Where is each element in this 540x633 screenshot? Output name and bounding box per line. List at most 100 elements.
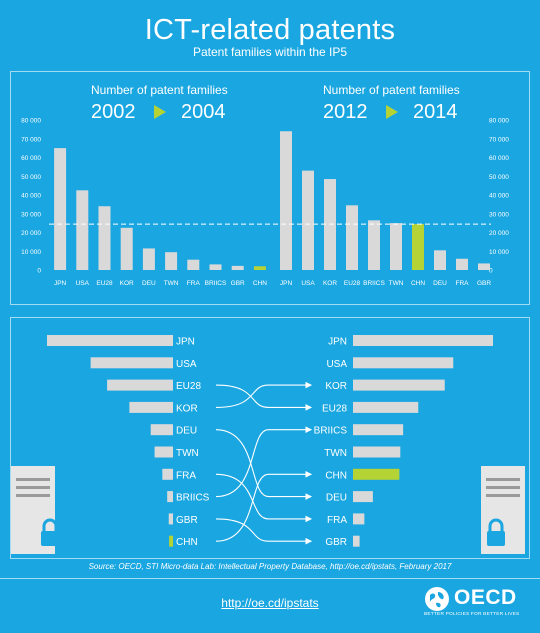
rank-label-right: JPN bbox=[328, 337, 347, 348]
rank-bar-right-chn bbox=[353, 468, 400, 480]
bar-twn bbox=[165, 252, 178, 270]
x-tick-label: FRA bbox=[456, 280, 470, 287]
rank-bar-left-gbr bbox=[168, 513, 173, 525]
ranking-chart: JPN USA EU28 KOR DEU TWN FRA BRIICS GBR CHN JPN USA… bbox=[11, 335, 525, 554]
x-tick-label: EU28 bbox=[344, 280, 361, 287]
rank-bar-left-deu bbox=[150, 424, 173, 436]
x-tick-label: JPN bbox=[280, 280, 293, 287]
padlock-shackle bbox=[42, 518, 58, 532]
rank-bar-left-jpn bbox=[47, 335, 173, 346]
y-tick-label: 0 bbox=[489, 268, 493, 275]
x-tick-label: FRA bbox=[187, 280, 201, 287]
rank-label-right: GBR bbox=[325, 537, 347, 548]
rank-label-right: EU28 bbox=[322, 403, 347, 414]
rank-change-arrow bbox=[215, 426, 313, 498]
x-tick-label: DEU bbox=[142, 280, 156, 287]
bar-deu bbox=[142, 248, 155, 270]
x-tick-label: USA bbox=[76, 280, 90, 287]
x-tick-label: JPN bbox=[54, 280, 67, 287]
y-tick-label: 0 bbox=[37, 268, 41, 275]
rank-bar-right-gbr bbox=[353, 535, 360, 547]
x-tick-label: CHN bbox=[411, 280, 425, 287]
ranking-panel: JPN USA EU28 KOR DEU TWN FRA BRIICS GBR CHN JPN USA… bbox=[10, 317, 530, 559]
rank-bar-right-kor bbox=[353, 379, 445, 391]
triangle-right-icon bbox=[154, 105, 166, 119]
x-tick-label: GBR bbox=[231, 280, 245, 287]
ipstats-link[interactable]: http://oe.cd/ipstats bbox=[221, 596, 319, 610]
document-line bbox=[16, 494, 50, 497]
bar-briics bbox=[209, 264, 222, 270]
y-tick-label: 40 000 bbox=[21, 193, 41, 200]
rank-bar-right-usa bbox=[353, 357, 454, 369]
rank-label-left: KOR bbox=[176, 403, 198, 414]
source-note: Source: OECD, STI Micro-data Lab: Intell… bbox=[88, 562, 452, 571]
padlock-body bbox=[487, 531, 505, 546]
y-tick-label: 80 000 bbox=[489, 118, 509, 125]
oecd-wordmark: OECD bbox=[454, 586, 517, 609]
rank-bar-right-fra bbox=[353, 513, 365, 525]
y-tick-label: 60 000 bbox=[489, 155, 509, 162]
document-line bbox=[486, 486, 520, 489]
rank-bar-right-twn bbox=[353, 446, 401, 458]
oecd-logo[interactable]: OECD BETTER POLICIES FOR BETTER LIVES bbox=[424, 584, 534, 626]
padlock-shackle bbox=[488, 518, 504, 532]
y-tick-label: 10 000 bbox=[489, 249, 509, 256]
rank-label-left: BRIICS bbox=[176, 493, 210, 504]
x-tick-label: KOR bbox=[323, 280, 337, 287]
bar-charts: Number of patent families 2002 2004 0 10 000… bbox=[21, 83, 509, 287]
bar-kor bbox=[120, 227, 133, 270]
padlock-icon bbox=[487, 518, 505, 546]
bar-usa bbox=[76, 190, 89, 270]
rank-label-left: DEU bbox=[176, 426, 197, 437]
rank-label-left: JPN bbox=[176, 337, 195, 348]
y-tick-label: 40 000 bbox=[489, 193, 509, 200]
oecd-globe-icon bbox=[425, 587, 449, 611]
x-tick-label: CHN bbox=[253, 280, 267, 287]
oecd-tagline: BETTER POLICIES FOR BETTER LIVES bbox=[424, 612, 520, 617]
rank-label-right: CHN bbox=[325, 470, 347, 481]
rank-label-right: TWN bbox=[324, 448, 347, 459]
rank-bar-left-usa bbox=[90, 357, 173, 369]
document-line bbox=[486, 478, 520, 481]
rank-bar-right-eu28 bbox=[353, 401, 419, 413]
rank-label-left: FRA bbox=[176, 470, 196, 481]
bar-jpn bbox=[54, 148, 67, 270]
period-end: 2014 bbox=[413, 101, 458, 123]
bar-twn bbox=[390, 223, 402, 270]
page-subtitle: Patent families within the IP5 bbox=[192, 45, 348, 59]
y-tick-label: 50 000 bbox=[489, 174, 509, 181]
rank-label-left: EU28 bbox=[176, 381, 201, 392]
bar-usa bbox=[302, 170, 314, 270]
y-tick-label: 30 000 bbox=[489, 211, 509, 218]
period-start: 2012 bbox=[323, 101, 368, 123]
rank-change-arrow bbox=[215, 518, 313, 545]
padlock-body bbox=[41, 531, 59, 546]
document-line bbox=[486, 494, 520, 497]
rank-label-right: BRIICS bbox=[314, 426, 348, 437]
triangle-right-icon bbox=[386, 105, 398, 119]
y-tick-label: 20 000 bbox=[21, 230, 41, 237]
rank-label-left: TWN bbox=[176, 448, 199, 459]
bar-gbr bbox=[231, 265, 244, 270]
rank-label-left: CHN bbox=[176, 537, 198, 548]
period-end: 2004 bbox=[181, 101, 226, 123]
chart-heading: Number of patent families bbox=[91, 83, 228, 97]
rank-bar-right-briics bbox=[353, 424, 404, 436]
bar-chn bbox=[412, 224, 424, 270]
x-tick-label: TWN bbox=[389, 280, 404, 287]
y-tick-label: 60 000 bbox=[21, 155, 41, 162]
rank-label-left: USA bbox=[176, 359, 197, 370]
y-tick-label: 50 000 bbox=[21, 174, 41, 181]
rank-bar-left-twn bbox=[154, 446, 173, 458]
bar-gbr bbox=[478, 263, 490, 270]
footer-divider bbox=[0, 578, 540, 579]
rank-bar-left-fra bbox=[162, 468, 173, 480]
rank-change-arrow bbox=[215, 471, 313, 542]
y-tick-label: 10 000 bbox=[21, 249, 41, 256]
x-tick-label: BRIICS bbox=[363, 280, 385, 287]
bar-eu28 bbox=[346, 205, 358, 270]
rank-bar-right-deu bbox=[353, 491, 373, 503]
rank-label-right: DEU bbox=[326, 493, 347, 504]
x-tick-label: GBR bbox=[477, 280, 491, 287]
bar-eu28 bbox=[98, 206, 111, 270]
